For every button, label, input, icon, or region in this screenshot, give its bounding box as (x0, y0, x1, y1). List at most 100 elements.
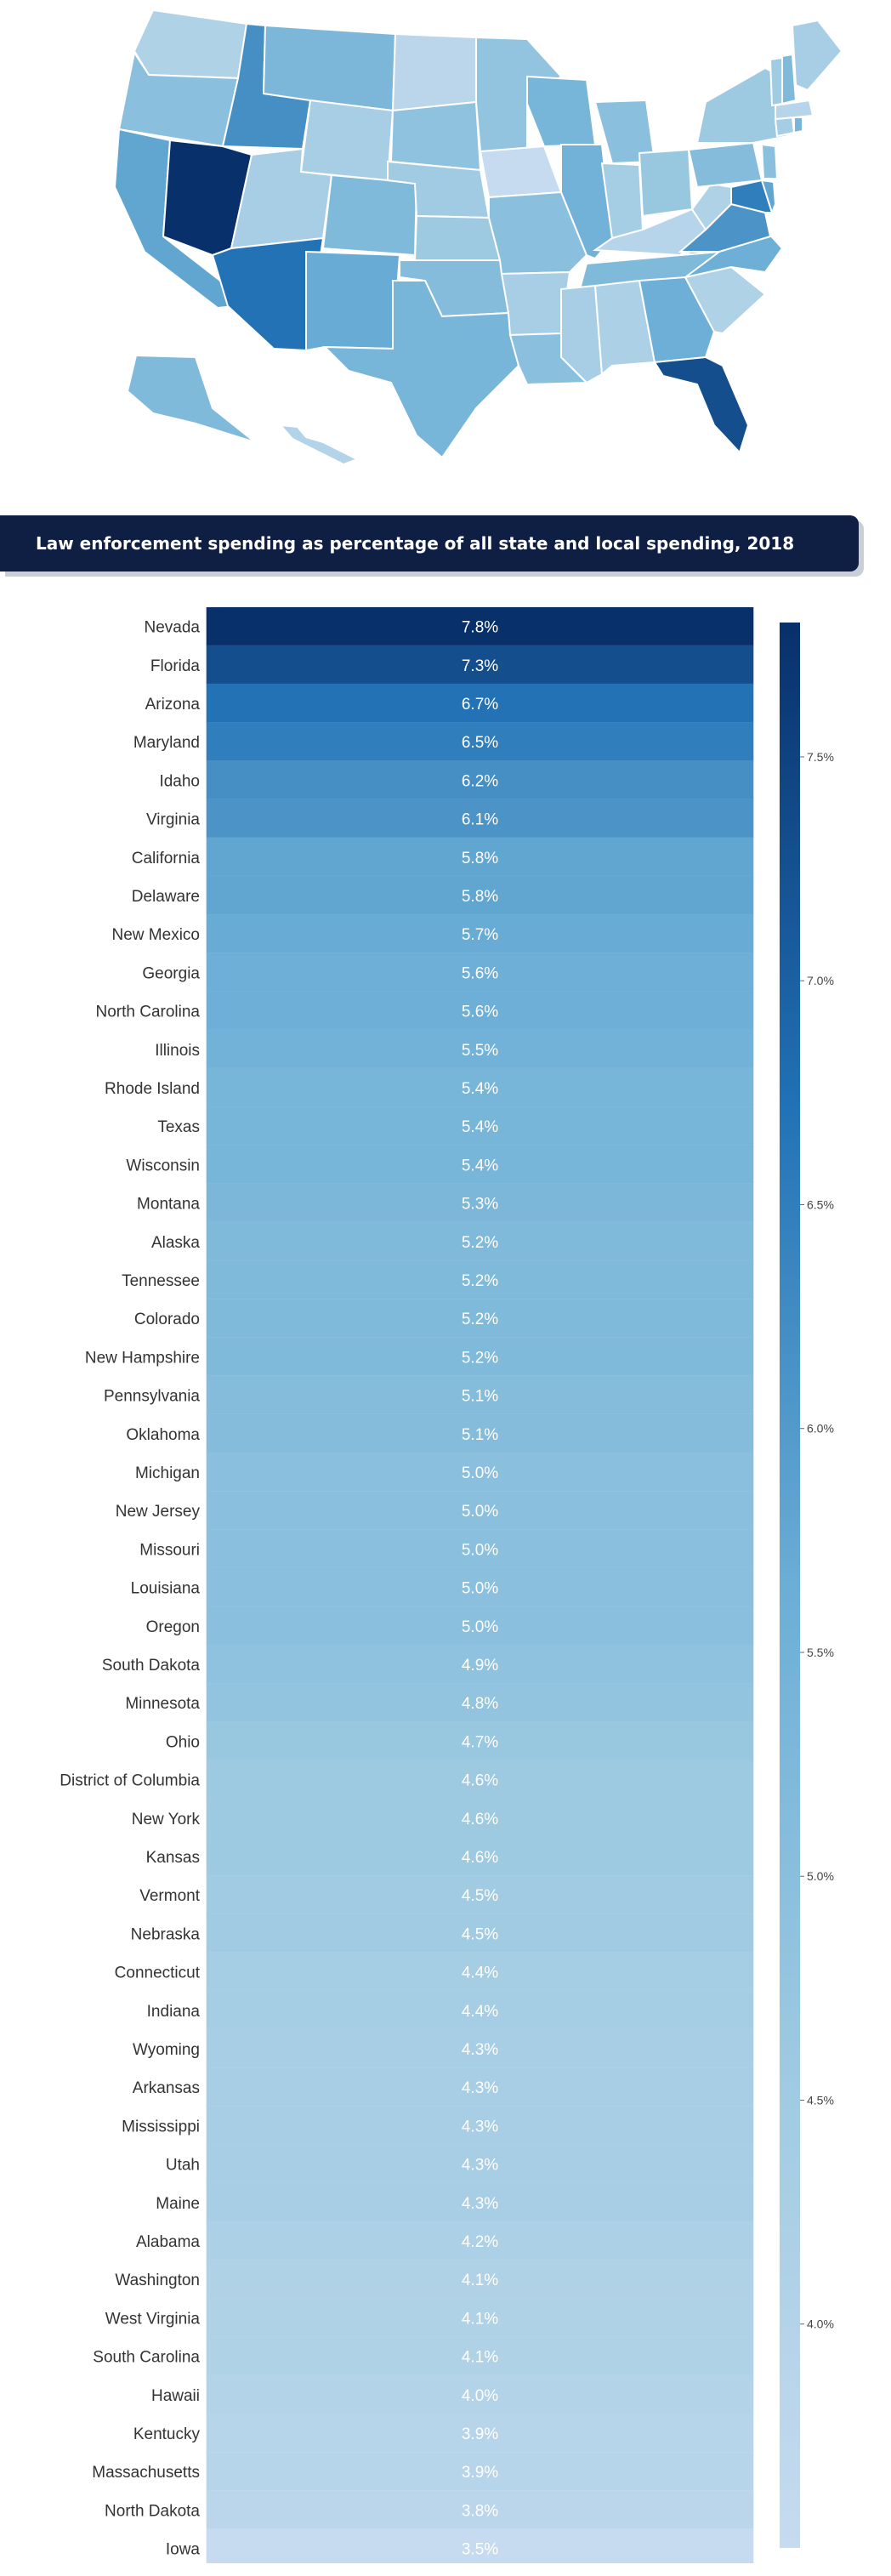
state-label: Connecticut (115, 1965, 201, 1982)
state-label: New York (132, 1811, 201, 1828)
state-label: Wisconsin (126, 1157, 200, 1174)
value-label: 5.8% (462, 850, 498, 867)
value-label: 5.1% (462, 1388, 498, 1406)
heatmap-cell (206, 1106, 754, 1146)
map-state (695, 66, 792, 144)
value-label: 5.4% (462, 1080, 498, 1098)
map-state (391, 32, 477, 112)
map-state (560, 284, 604, 384)
value-label: 4.3% (462, 2041, 498, 2059)
colorbar (780, 623, 800, 2548)
value-label: 7.3% (462, 657, 498, 675)
map-state (526, 75, 597, 148)
colorbar-tick-label: 5.5% (807, 1646, 834, 1659)
map-state (793, 117, 803, 134)
state-label: Georgia (142, 964, 200, 982)
heatmap-cell (206, 2452, 754, 2492)
state-label: Nebraska (131, 1925, 201, 1943)
heatmap-cell (206, 1760, 754, 1800)
value-label: 5.2% (462, 1234, 498, 1252)
map-state (638, 276, 716, 364)
state-label: Illinois (155, 1042, 200, 1060)
state-label: Arizona (145, 696, 201, 714)
state-label: South Carolina (93, 2349, 200, 2367)
value-label: 4.9% (462, 1657, 498, 1675)
heatmap-cell (206, 1567, 754, 1607)
heatmap-cell (206, 1683, 754, 1723)
value-label: 4.7% (462, 1733, 498, 1751)
map-state (133, 9, 248, 80)
value-label: 4.6% (462, 1811, 498, 1828)
heatmap-cell (206, 1952, 754, 1992)
heatmap-cell (206, 952, 754, 992)
value-label: 3.8% (462, 2502, 498, 2520)
heatmap-cell (206, 1606, 754, 1646)
state-label: Utah (166, 2157, 200, 2175)
heatmap-cell (206, 684, 754, 723)
heatmap-cell (206, 2528, 754, 2563)
colorbar-tick-label: 4.0% (807, 2317, 834, 2331)
state-label: Mississippi (122, 2118, 200, 2135)
heatmap-cell (206, 2067, 754, 2107)
heatmap-cell (206, 2336, 754, 2376)
heatmap-cell (206, 607, 754, 646)
value-label: 5.8% (462, 888, 498, 906)
value-label: 6.7% (462, 696, 498, 714)
state-label: Oklahoma (126, 1426, 200, 1444)
state-label: Alabama (136, 2233, 200, 2251)
state-label: Colorado (134, 1311, 200, 1328)
heatmap-cell (206, 2106, 754, 2146)
value-label: 5.6% (462, 964, 498, 982)
map-state (760, 143, 779, 179)
heatmap-cell (206, 1221, 754, 1261)
map-state (593, 279, 656, 377)
map-state (775, 99, 814, 121)
map-state (760, 179, 777, 215)
heatmap-cell (206, 1145, 754, 1185)
value-label: 7.8% (462, 619, 498, 637)
heatmap-cell (206, 2221, 754, 2260)
value-label: 4.4% (462, 1965, 498, 1982)
value-label: 5.0% (462, 1580, 498, 1598)
state-label: North Carolina (96, 1004, 201, 1021)
colorbar-tick-label: 7.0% (807, 974, 834, 987)
heatmap-cell (206, 2414, 754, 2453)
value-label: 4.8% (462, 1695, 498, 1713)
heatmap-cell (206, 799, 754, 839)
value-label: 5.6% (462, 1004, 498, 1021)
value-label: 4.5% (462, 1925, 498, 1943)
heatmap-cell (206, 1375, 754, 1415)
state-label: Louisiana (131, 1580, 201, 1598)
state-label: Kentucky (133, 2425, 201, 2443)
value-label: 5.5% (462, 1042, 498, 1060)
heatmap-cell (206, 2260, 754, 2300)
map-state (560, 144, 614, 260)
state-label: Oregon (146, 1618, 200, 1636)
state-label: Delaware (132, 888, 200, 906)
map-state (653, 355, 750, 454)
state-label: District of Columbia (60, 1772, 200, 1790)
map-state (730, 179, 774, 213)
state-label: Rhode Island (105, 1080, 200, 1098)
state-label: Ohio (166, 1733, 200, 1751)
heatmap-cell (206, 2490, 754, 2530)
us-choropleth-map (0, 0, 891, 476)
state-label: South Dakota (102, 1657, 201, 1675)
state-label: Florida (150, 657, 201, 675)
colorbar-tick-label: 6.5% (807, 1197, 834, 1211)
map-state (500, 270, 571, 337)
state-label: New Mexico (112, 926, 200, 944)
value-label: 6.5% (462, 734, 498, 752)
colorbar-tick-label: 4.5% (807, 2093, 834, 2107)
heatmap-cell (206, 1183, 754, 1223)
state-label: Iowa (166, 2541, 201, 2559)
map-state (769, 56, 783, 107)
map-state (774, 116, 796, 138)
value-label: 4.3% (462, 2157, 498, 2175)
state-label: Michigan (135, 1464, 200, 1482)
value-label: 4.5% (462, 1887, 498, 1905)
state-label: Kansas (146, 1849, 200, 1867)
state-label: Indiana (147, 2003, 201, 2021)
state-label: Montana (137, 1196, 200, 1214)
chart-title: Law enforcement spending as percentage o… (0, 515, 859, 571)
